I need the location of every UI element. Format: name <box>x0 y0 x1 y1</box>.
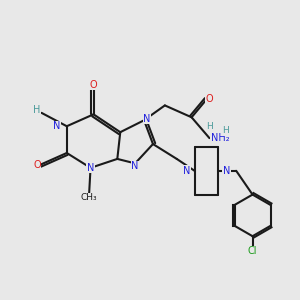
Text: O: O <box>33 160 41 170</box>
Text: N: N <box>87 163 94 173</box>
Text: O: O <box>206 94 213 104</box>
Text: N: N <box>131 161 139 171</box>
Text: N: N <box>183 166 190 176</box>
Text: H: H <box>222 126 229 135</box>
Text: H: H <box>33 105 41 115</box>
Text: NH₂: NH₂ <box>211 133 229 143</box>
Text: Cl: Cl <box>248 246 257 256</box>
Text: N: N <box>143 114 151 124</box>
Text: N: N <box>53 121 60 131</box>
Text: H: H <box>206 122 213 131</box>
Text: N: N <box>223 166 230 176</box>
Text: O: O <box>90 80 97 90</box>
Text: CH₃: CH₃ <box>81 193 98 202</box>
